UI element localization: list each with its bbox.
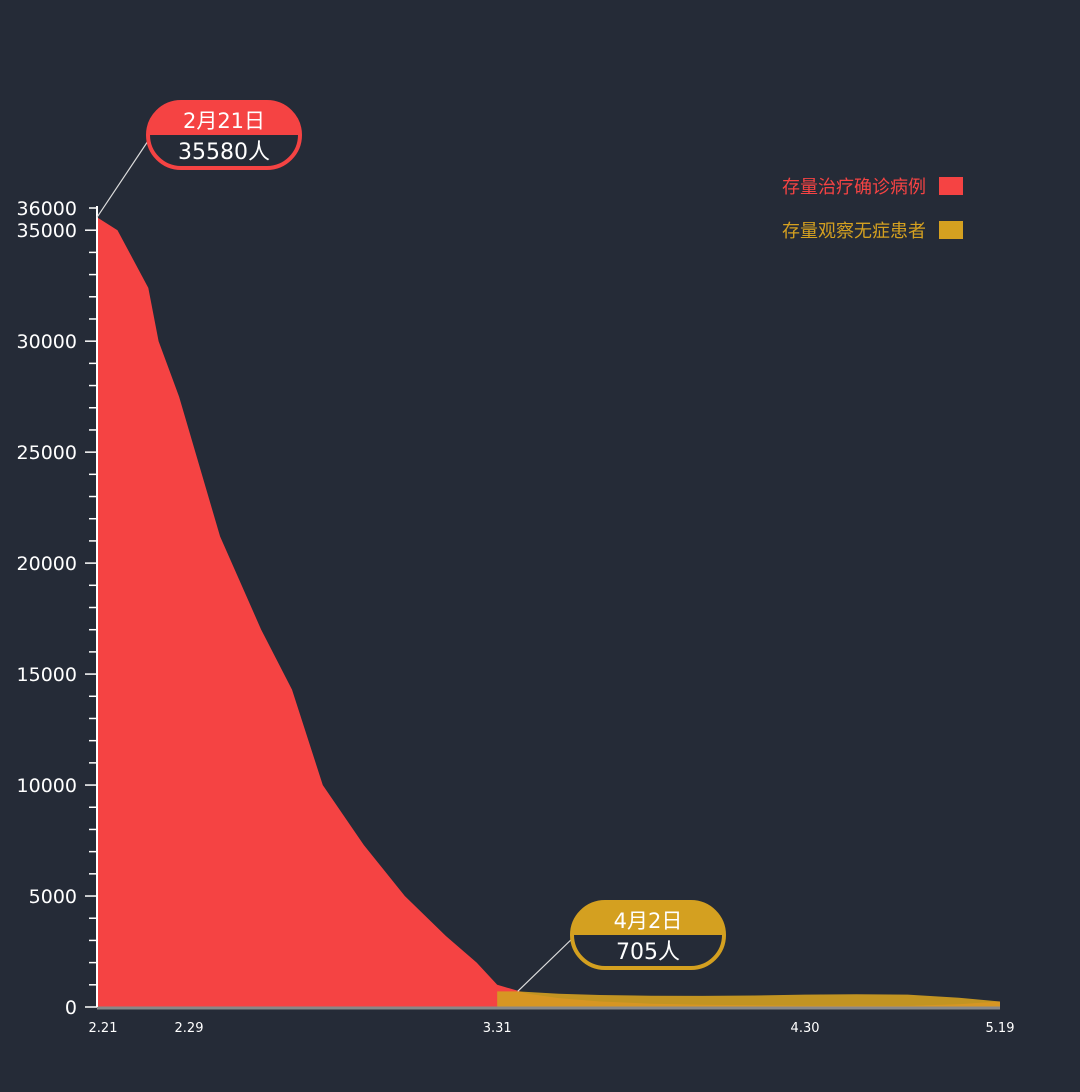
legend-label: 存量观察无症患者 bbox=[782, 221, 926, 242]
y-tick-label: 35000 bbox=[17, 220, 77, 242]
y-tick-label: 15000 bbox=[17, 664, 77, 686]
legend-swatch bbox=[939, 221, 963, 239]
callout-date: 4月2日 bbox=[614, 909, 683, 933]
y-tick-label: 5000 bbox=[29, 886, 77, 908]
callout: 2月21日 35580人 bbox=[96, 100, 302, 218]
x-tick-label: 4.30 bbox=[791, 1021, 820, 1036]
series-area-0 bbox=[97, 217, 1000, 1008]
y-tick-label: 30000 bbox=[17, 331, 77, 353]
y-tick-label: 20000 bbox=[17, 553, 77, 575]
x-tick-label: 5.19 bbox=[986, 1021, 1015, 1036]
callout-header bbox=[572, 902, 724, 935]
x-tick-label: 2.21 bbox=[89, 1021, 118, 1036]
callout-leader-line bbox=[96, 134, 153, 218]
y-tick-label: 25000 bbox=[17, 442, 77, 464]
legend-swatch bbox=[939, 177, 963, 195]
y-tick-label: 0 bbox=[65, 997, 77, 1019]
callout: 4月2日 705人 bbox=[517, 900, 726, 992]
y-tick-label: 36000 bbox=[17, 198, 77, 220]
legend-label: 存量治疗确诊病例 bbox=[782, 177, 926, 198]
x-tick-label: 3.31 bbox=[483, 1021, 512, 1036]
series-area-1 bbox=[497, 991, 1000, 1007]
x-tick-label: 2.29 bbox=[175, 1021, 204, 1036]
callout-value: 35580人 bbox=[178, 140, 270, 165]
callout-value: 705人 bbox=[616, 940, 680, 965]
y-tick-label: 10000 bbox=[17, 775, 77, 797]
callout-header bbox=[148, 102, 300, 135]
callout-leader-line bbox=[517, 934, 577, 992]
callout-date: 2月21日 bbox=[183, 109, 265, 133]
x-axis: 2.21 2.29 3.31 4.30 5.19 bbox=[89, 1021, 1015, 1036]
